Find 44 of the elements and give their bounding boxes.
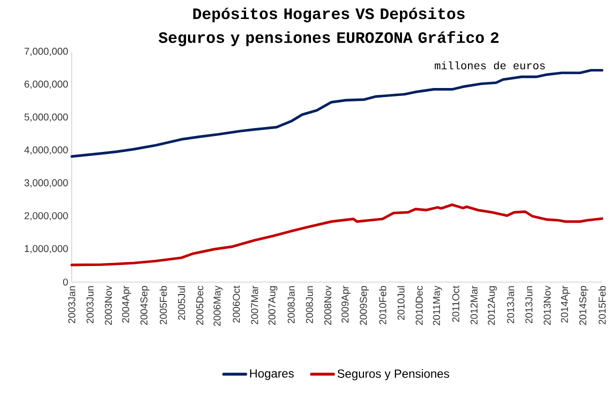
x-tick-label: 2015Feb xyxy=(598,286,606,324)
x-tick-label: 2010Dec xyxy=(416,286,423,326)
x-tick-label: 2009Apr xyxy=(342,286,351,323)
x-tick-label: 2013Jun xyxy=(525,286,532,324)
x-tick-label: 2014Sep xyxy=(579,286,588,326)
legend-label: Seguros y Pensiones xyxy=(338,369,450,380)
annotation: millones de euros xyxy=(434,61,545,70)
y-tick-label: 3,000,000 xyxy=(24,179,68,188)
x-tick-label: 2004Sep xyxy=(140,286,150,326)
x-tick-label: 2011May xyxy=(432,286,442,326)
x-tick-label: 2013Jan xyxy=(507,286,514,324)
x-tick-label: 2012Aug xyxy=(488,286,497,326)
x-tick-label: 2006May xyxy=(214,286,223,326)
y-tick-label: 5,000,000 xyxy=(24,114,68,122)
x-tick-label: 2014Apr xyxy=(560,286,570,323)
x-tick-label: 2013Nov xyxy=(544,286,551,326)
x-tick-label: 2004Apr xyxy=(122,286,132,323)
x-tick-label: 2008Nov xyxy=(324,286,332,326)
line-series xyxy=(70,204,604,266)
x-tick-label: 2003Nov xyxy=(104,286,112,326)
legend-label: Hogares xyxy=(250,370,294,380)
x-tick-label: 2006Oct xyxy=(232,286,240,323)
x-tick-label: 2010Jul xyxy=(397,286,405,320)
x-tick-label: 2008Jun xyxy=(306,286,313,324)
y-tick-label: 4,000,000 xyxy=(24,146,68,155)
x-tick-label: 2003Jun xyxy=(86,286,94,324)
x-tick-label: 2011Oct xyxy=(452,286,460,322)
chart-title: Depósitos Hogares VS Depósitos Seguros y pensiones EUROZONA Gráfico 2 xyxy=(158,8,498,46)
line-series xyxy=(70,69,604,158)
x-tick-label: 2005Dec xyxy=(196,286,204,326)
y-tick-label: 6,000,000 xyxy=(24,80,68,90)
x-tick-label: 2007Mar xyxy=(251,286,258,324)
y-tick-label: 7,000,000 xyxy=(24,48,68,56)
x-tick-label: 2007Aug xyxy=(268,286,278,326)
x-tick-label: 2008Jan xyxy=(288,286,295,324)
y-tick-label: 2,000,000 xyxy=(24,212,68,221)
x-tick-label: 2012Mar xyxy=(470,286,478,324)
x-tick-label: 2009Sep xyxy=(360,286,369,326)
x-tick-label: 2003Jan xyxy=(68,286,76,324)
y-tick-label: 0 xyxy=(63,278,68,286)
x-tick-label: 2005Feb xyxy=(160,286,167,324)
x-tick-label: 2010Feb xyxy=(378,286,386,324)
x-tick-label: 2005Jul xyxy=(178,286,186,320)
y-tick-label: 1,000,000 xyxy=(24,245,68,254)
